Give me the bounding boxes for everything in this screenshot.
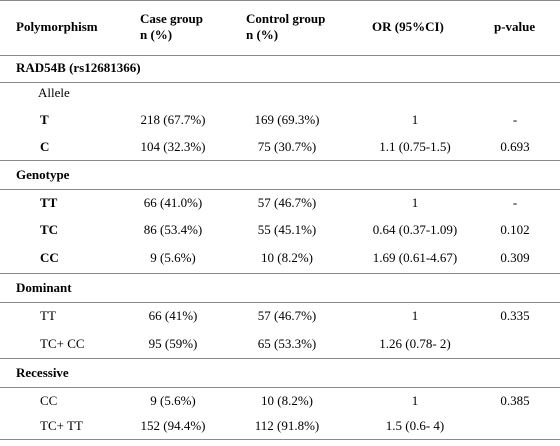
section-dominant-label: Dominant <box>16 280 72 295</box>
allele-subheading-row: Allele <box>0 79 560 107</box>
or-value: 1.69 (0.61-4.67) <box>372 250 458 265</box>
table-row: T 218 (67.7%) 169 (69.3%) 1 - <box>0 106 560 134</box>
table-row: TT 66 (41%) 57 (46.7%) 1 0.335 <box>0 302 560 330</box>
p-value: 0.309 <box>500 250 530 265</box>
row-label: TC <box>40 222 59 237</box>
header-polymorphism: Polymorphism <box>16 19 98 34</box>
p-value <box>482 412 548 440</box>
control-value: 57 (46.7%) <box>257 308 317 323</box>
table-bottom-rule <box>0 439 560 440</box>
table-row: TT 66 (41.0%) 57 (46.7%) 1 - <box>0 189 560 217</box>
header-case-group-line2: n (%) <box>140 27 173 42</box>
case-value: 66 (41.0%) <box>143 195 203 210</box>
section-recessive: Recessive <box>0 358 560 388</box>
or-value: 1.5 (0.6- 4) <box>385 418 445 433</box>
row-label: CC <box>40 393 58 408</box>
p-value <box>482 330 548 358</box>
section-gene-label: RAD54B (rs12681366) <box>16 60 141 75</box>
header-or-ci: OR (95%CI) <box>372 19 444 34</box>
p-value: 0.102 <box>500 222 530 237</box>
table-row: CC 9 (5.6%) 10 (8.2%) 1.69 (0.61-4.67) 0… <box>0 244 560 272</box>
header-control-group: Control group n (%) <box>246 11 325 43</box>
row-label: TT <box>40 195 58 210</box>
control-value: 10 (8.2%) <box>261 250 313 265</box>
case-value: 86 (53.4%) <box>143 222 203 237</box>
table-row: CC 9 (5.6%) 10 (8.2%) 1 0.385 <box>0 387 560 415</box>
control-value: 169 (69.3%) <box>254 112 320 127</box>
or-value: 1 <box>411 393 419 408</box>
header-p-value: p-value <box>494 19 536 34</box>
control-value: 57 (46.7%) <box>257 195 317 210</box>
row-label: TT <box>40 308 56 323</box>
p-value: 0.385 <box>500 393 530 408</box>
p-value: - <box>512 195 518 210</box>
case-value: 66 (41%) <box>148 308 198 323</box>
header-control-group-line2: n (%) <box>246 27 279 42</box>
section-gene: RAD54B (rs12681366) <box>0 54 560 83</box>
p-value: - <box>512 112 518 127</box>
case-value: 218 (67.7%) <box>140 112 206 127</box>
section-recessive-label: Recessive <box>16 365 69 380</box>
control-value: 10 (8.2%) <box>261 393 313 408</box>
or-value: 1 <box>411 112 419 127</box>
control-value: 112 (91.8%) <box>254 418 320 433</box>
table-row: TC 86 (53.4%) 55 (45.1%) 0.64 (0.37-1.09… <box>0 216 560 244</box>
row-label: TC+ CC <box>40 336 85 351</box>
or-value: 1.26 (0.78- 2) <box>379 336 451 351</box>
case-value: 152 (94.4%) <box>140 418 206 433</box>
control-value: 55 (45.1%) <box>257 222 317 237</box>
or-value: 1.1 (0.75-1.5) <box>379 139 451 154</box>
row-label: TC+ TT <box>40 418 83 433</box>
section-genotype: Genotype <box>0 160 560 190</box>
header-case-group-line1: Case group <box>140 11 203 26</box>
section-dominant: Dominant <box>0 273 560 303</box>
row-label: C <box>40 139 50 154</box>
row-label: CC <box>40 250 59 265</box>
p-value: 0.335 <box>500 308 530 323</box>
section-genotype-label: Genotype <box>16 167 70 182</box>
or-value: 1 <box>411 308 419 323</box>
case-value: 104 (32.3%) <box>140 139 206 154</box>
header-control-group-line1: Control group <box>246 11 326 26</box>
table-row: TC+ CC 95 (59%) 65 (53.3%) 1.26 (0.78- 2… <box>0 330 560 358</box>
control-value: 65 (53.3%) <box>257 336 317 351</box>
case-value: 9 (5.6%) <box>150 250 196 265</box>
case-value: 95 (59%) <box>148 336 198 351</box>
control-value: 75 (30.7%) <box>257 139 317 154</box>
table-header: Polymorphism Case group n (%) Control gr… <box>0 0 560 56</box>
case-value: 9 (5.6%) <box>150 393 196 408</box>
header-case-group: Case group n (%) <box>140 11 203 43</box>
allele-subheading: Allele <box>38 85 70 100</box>
table-row: TC+ TT 152 (94.4%) 112 (91.8%) 1.5 (0.6-… <box>0 412 560 440</box>
row-label: T <box>40 112 49 127</box>
p-value: 0.693 <box>500 139 530 154</box>
or-value: 0.64 (0.37-1.09) <box>372 222 458 237</box>
table-row: C 104 (32.3%) 75 (30.7%) 1.1 (0.75-1.5) … <box>0 133 560 161</box>
or-value: 1 <box>411 195 419 210</box>
